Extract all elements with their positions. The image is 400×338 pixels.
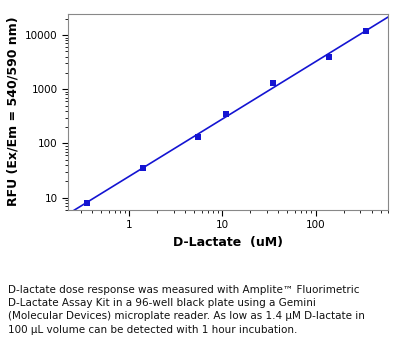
Point bbox=[223, 111, 230, 117]
Point bbox=[140, 165, 146, 171]
Point bbox=[84, 200, 90, 206]
Point bbox=[363, 28, 369, 33]
X-axis label: D-Lactate  (uM): D-Lactate (uM) bbox=[173, 236, 283, 248]
Y-axis label: RFU (Ex/Em = 540/590 nm): RFU (Ex/Em = 540/590 nm) bbox=[6, 17, 20, 207]
Point bbox=[326, 54, 332, 59]
Point bbox=[195, 135, 202, 140]
Point bbox=[270, 80, 276, 86]
Text: D-lactate dose response was measured with Amplite™ Fluorimetric
D-Lactate Assay : D-lactate dose response was measured wit… bbox=[8, 285, 365, 335]
